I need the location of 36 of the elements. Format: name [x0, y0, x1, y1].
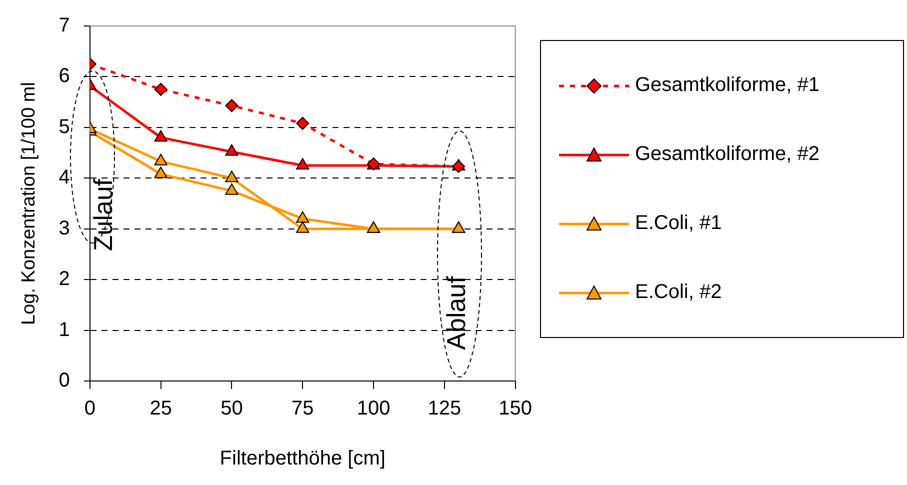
point — [296, 158, 310, 170]
y-axis-title: Log. Konzentration [1/100 ml — [18, 82, 40, 325]
legend-label: E.Coli, #1 — [635, 212, 722, 235]
point — [154, 154, 168, 166]
y-tick-label: 6 — [58, 65, 70, 88]
legend-label: Gesamtkoliforme, #2 — [635, 143, 820, 166]
x-tick-label: 50 — [220, 398, 243, 420]
legend-label: Gesamtkoliforme, #1 — [635, 74, 820, 97]
point — [225, 99, 238, 112]
y-tick-label: 0 — [58, 370, 70, 392]
x-tick-label: 75 — [291, 398, 314, 420]
x-tick-label: 100 — [356, 398, 390, 420]
y-tick-label: 3 — [58, 217, 70, 240]
point — [296, 116, 310, 130]
x-tick-label: 150 — [498, 398, 532, 420]
y-tick-label: 4 — [58, 166, 70, 189]
annotation: Zulauf — [88, 178, 118, 252]
y-tick-label: 7 — [58, 14, 70, 37]
annotation: Ablauf — [441, 275, 472, 350]
y-tick-label: 5 — [58, 116, 70, 138]
point — [225, 183, 238, 195]
point — [452, 160, 466, 173]
point — [154, 166, 168, 178]
x-axis-title: Filterbetthöhe [cm] — [220, 448, 386, 470]
x-tick-label: 25 — [150, 398, 172, 420]
y-tick-label: 1 — [58, 318, 70, 341]
x-tick-label: 0 — [84, 398, 96, 420]
x-tick-label: 125 — [428, 398, 462, 420]
point — [296, 221, 310, 233]
point — [296, 211, 310, 223]
y-tick-label: 2 — [58, 268, 70, 290]
point — [154, 82, 168, 96]
point — [154, 130, 168, 142]
legend-label: E.Coli, #2 — [635, 281, 722, 304]
point — [225, 144, 238, 156]
point — [225, 170, 238, 182]
